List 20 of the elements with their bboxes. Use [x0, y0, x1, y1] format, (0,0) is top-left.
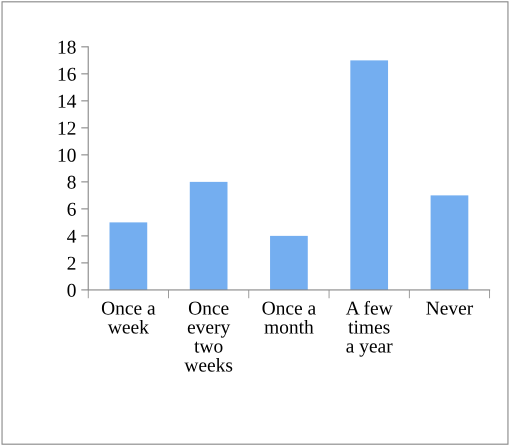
y-tick-label: 14: [58, 94, 76, 108]
x-tick-label: Once a week: [102, 302, 156, 334]
y-tick-label: 8: [67, 176, 76, 189]
y-tick-label: 0: [67, 284, 76, 297]
y-tick-label: 18: [58, 40, 76, 54]
bar: [110, 222, 148, 290]
x-tick-label: A few times a year: [346, 300, 393, 357]
x-tick-label: Once a month: [262, 302, 316, 334]
x-tick-label: Never: [426, 302, 474, 315]
bar: [270, 236, 308, 290]
y-tick-label: 12: [58, 122, 76, 135]
y-tick-label: 16: [58, 68, 76, 81]
y-tick-label: 4: [67, 230, 76, 243]
bar: [430, 195, 468, 290]
y-tick-label: 2: [68, 256, 76, 270]
bar: [350, 60, 388, 290]
y-tick-label: 10: [58, 148, 76, 162]
bar: [190, 182, 228, 290]
y-tick-label: 6: [68, 202, 76, 216]
x-tick-label: Once every two weeks: [184, 302, 232, 372]
